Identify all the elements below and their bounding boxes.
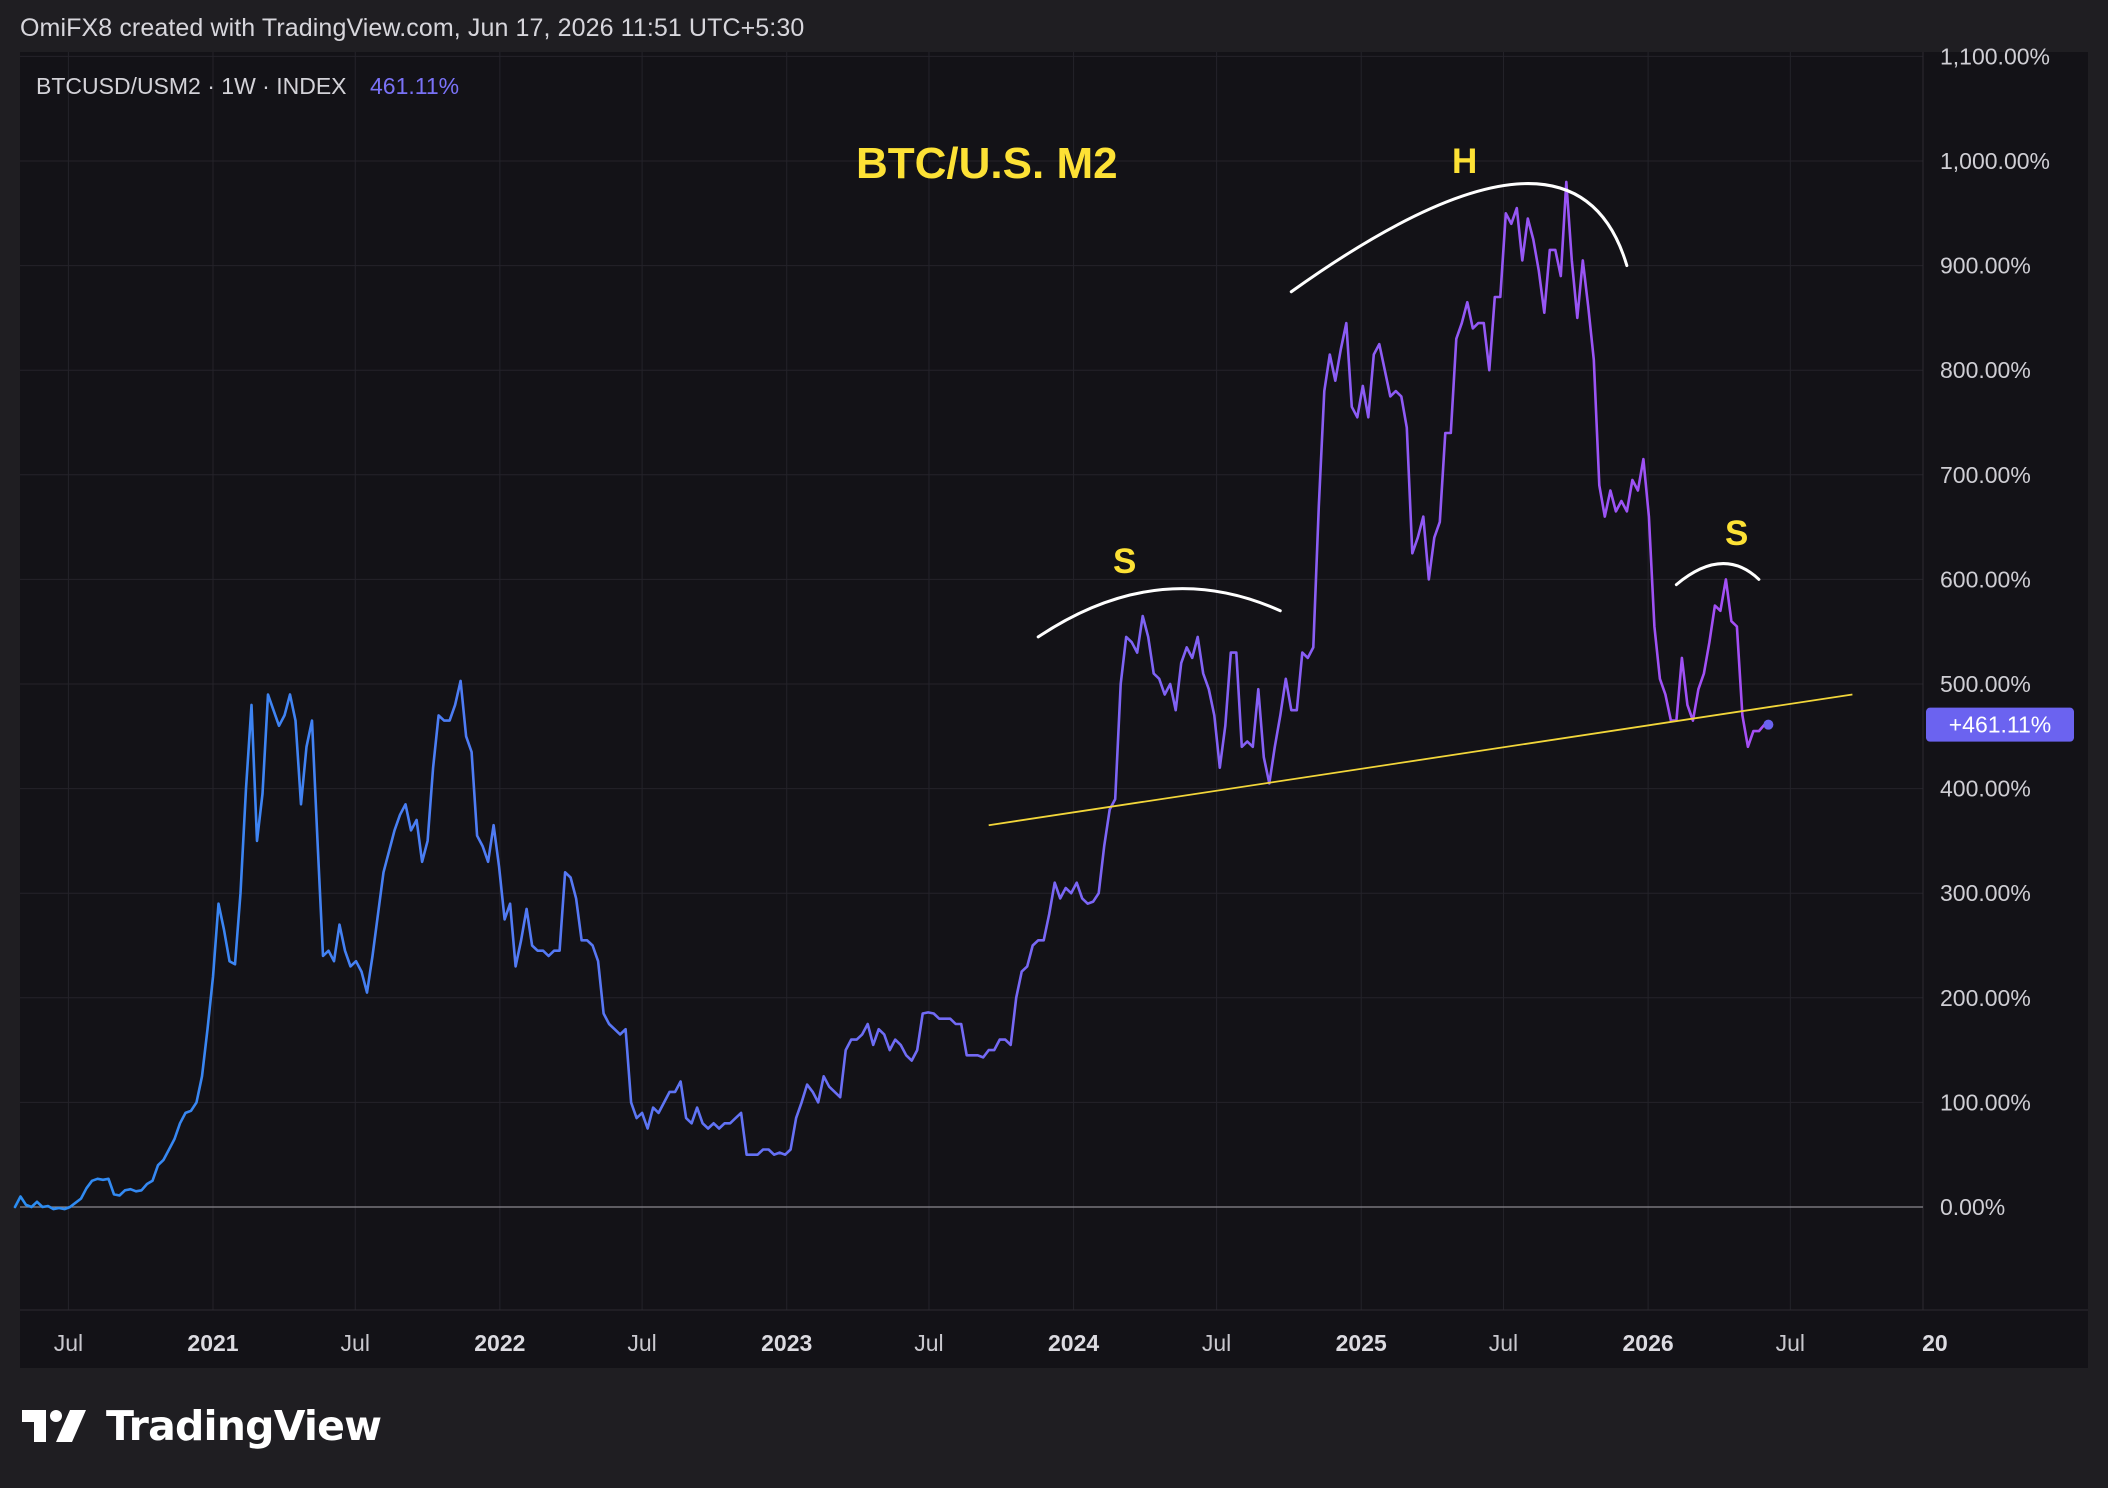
y-tick-label: 0.00%: [1940, 1194, 2005, 1220]
x-tick-label: Jul: [1776, 1330, 1805, 1356]
y-tick-label: 1,000.00%: [1940, 148, 2050, 174]
y-tick-label: 1,100.00%: [1940, 43, 2050, 69]
neckline: [988, 693, 1853, 827]
legend-value: 461.11%: [370, 73, 459, 99]
y-tick-label: 500.00%: [1940, 671, 2031, 697]
y-tick-label: 200.00%: [1940, 985, 2031, 1011]
y-tick-label: 600.00%: [1940, 566, 2031, 592]
head-label: H: [1452, 142, 1477, 181]
x-tick-label: 2022: [474, 1330, 525, 1356]
arc-head: [1289, 182, 1629, 294]
attribution-text: OmiFX8 created with TradingView.com, Jun…: [20, 14, 805, 42]
btc-m2-series-line: [13, 180, 1766, 1211]
y-tick-label: 300.00%: [1940, 880, 2031, 906]
chart-title: BTC/U.S. M2: [856, 139, 1118, 188]
y-tick-label: 100.00%: [1940, 1089, 2031, 1115]
x-tick-label: Jul: [914, 1330, 943, 1356]
price-badge-box: [1926, 707, 2074, 742]
x-tick-label: 2023: [761, 1330, 812, 1356]
arc-shoulder: [1674, 562, 1761, 587]
brand-name: TradingView: [106, 1402, 382, 1450]
x-tick-label: Jul: [1202, 1330, 1231, 1356]
x-tick-label: Jul: [341, 1330, 370, 1356]
x-tick-label: 2021: [187, 1330, 238, 1356]
tradingview-logo-icon: [22, 1410, 86, 1442]
series-legend[interactable]: BTCUSD/USM2 · 1W · INDEX 461.11%: [36, 73, 459, 99]
tradingview-brand[interactable]: TradingView: [22, 1402, 382, 1450]
y-axis: 0.00% 100.00% 200.00% 300.00% 400.00% 500.00%…: [1940, 43, 2050, 1220]
x-tick-label: Jul: [1489, 1330, 1518, 1356]
y-tick-label: 700.00%: [1940, 462, 2031, 488]
pattern-arcs: [1036, 182, 1761, 639]
arc-shoulder: [1036, 587, 1282, 639]
x-tick-label: Jul: [627, 1330, 656, 1356]
legend-symbol[interactable]: BTCUSD/USM2 · 1W · INDEX: [36, 73, 347, 99]
last-value-dot: [1763, 719, 1774, 730]
price-badge: +461.11%: [1926, 707, 2074, 742]
grid: [20, 52, 1923, 1310]
x-tick-label: 20: [1922, 1330, 1948, 1356]
x-tick-label: 2026: [1622, 1330, 1673, 1356]
y-tick-label: 800.00%: [1940, 357, 2031, 383]
right-shoulder-label: S: [1725, 514, 1748, 553]
x-tick-label: 2025: [1336, 1330, 1387, 1356]
y-tick-label: 400.00%: [1940, 776, 2031, 802]
left-shoulder-label: S: [1113, 542, 1136, 581]
chart-frame: [20, 52, 2088, 1368]
price-badge-text: +461.11%: [1949, 712, 2052, 738]
x-tick-label: 2024: [1048, 1330, 1099, 1356]
x-tick-label: Jul: [54, 1330, 83, 1356]
y-tick-label: 900.00%: [1940, 253, 2031, 279]
x-axis: Jul 2021 Jul 2022 Jul 2023 Jul 2024 Jul 2025 Jul 20…: [54, 1330, 1948, 1356]
